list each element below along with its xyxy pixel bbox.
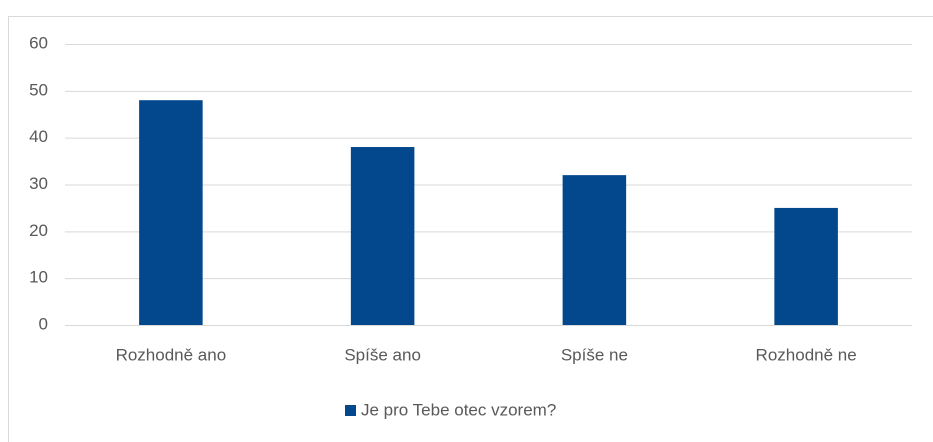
y-tick-label: 40: [29, 127, 48, 146]
x-tick-label: Spíše ne: [561, 345, 628, 364]
y-tick-label: 20: [29, 221, 48, 240]
x-tick-label: Spíše ano: [344, 345, 421, 364]
y-tick-label: 0: [39, 314, 48, 333]
bar: [350, 147, 415, 325]
y-tick-label: 10: [29, 268, 48, 287]
x-tick-label: Rozhodně ne: [756, 345, 857, 364]
y-tick-label: 60: [29, 33, 48, 52]
bar: [774, 207, 838, 325]
y-tick-label: 30: [29, 174, 48, 193]
legend-swatch: [345, 405, 356, 416]
bar: [139, 100, 203, 325]
y-tick-label: 50: [29, 80, 48, 99]
x-tick-label: Rozhodně ano: [116, 345, 227, 364]
legend-label: Je pro Tebe otec vzorem?: [361, 400, 556, 419]
bar: [562, 175, 627, 325]
